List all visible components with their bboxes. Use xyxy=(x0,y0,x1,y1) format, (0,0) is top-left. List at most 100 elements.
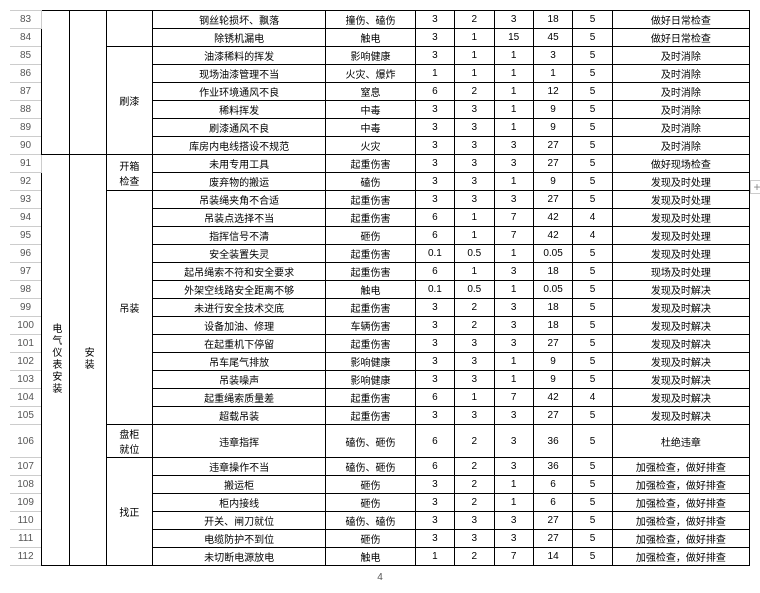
row-number: 86 xyxy=(10,65,42,83)
row-number: 84 xyxy=(10,29,42,47)
action-cell: 加强检查，做好排查 xyxy=(612,476,749,494)
value-cell: 6 xyxy=(415,458,454,476)
value-cell: 1 xyxy=(494,119,533,137)
desc-cell: 外架空线路安全距离不够 xyxy=(153,281,326,299)
desc-cell: 现场油漆管理不当 xyxy=(153,65,326,83)
action-cell: 做好日常检查 xyxy=(612,11,749,29)
value-cell: 9 xyxy=(533,371,572,389)
value-cell: 5 xyxy=(573,245,612,263)
value-cell: 3 xyxy=(415,101,454,119)
action-cell: 发现及时解决 xyxy=(612,389,749,407)
desc-cell: 作业环境通风不良 xyxy=(153,83,326,101)
value-cell: 6 xyxy=(415,227,454,245)
effect-cell: 起重伤害 xyxy=(326,191,416,209)
desc-cell: 起重绳索质量差 xyxy=(153,389,326,407)
desc-cell: 安全装置失灵 xyxy=(153,245,326,263)
action-cell: 及时消除 xyxy=(612,65,749,83)
effect-cell: 触电 xyxy=(326,29,416,47)
desc-cell: 钢丝轮损坏、飘落 xyxy=(153,11,326,29)
value-cell: 36 xyxy=(533,425,572,458)
action-cell: 发现及时解决 xyxy=(612,407,749,425)
value-cell: 18 xyxy=(533,263,572,281)
value-cell: 18 xyxy=(533,317,572,335)
row-number: 103 xyxy=(10,371,42,389)
row-number: 92 xyxy=(10,173,42,191)
desc-cell: 刷漆通风不良 xyxy=(153,119,326,137)
value-cell: 2 xyxy=(455,317,494,335)
effect-cell: 起重伤害 xyxy=(326,263,416,281)
value-cell: 5 xyxy=(573,458,612,476)
effect-cell: 起重伤害 xyxy=(326,389,416,407)
effect-cell: 车辆伤害 xyxy=(326,317,416,335)
value-cell: 3 xyxy=(415,11,454,29)
desc-cell: 柜内接线 xyxy=(153,494,326,512)
value-cell: 3 xyxy=(415,191,454,209)
action-cell: 发现及时解决 xyxy=(612,371,749,389)
value-cell: 1 xyxy=(494,83,533,101)
value-cell: 1 xyxy=(494,494,533,512)
row-number: 108 xyxy=(10,476,42,494)
value-cell: 5 xyxy=(573,353,612,371)
value-cell: 1 xyxy=(455,29,494,47)
plus-icon: + xyxy=(750,180,760,194)
value-cell: 42 xyxy=(533,227,572,245)
value-cell: 3 xyxy=(415,29,454,47)
value-cell: 2 xyxy=(455,11,494,29)
cat-main xyxy=(42,11,69,155)
value-cell: 2 xyxy=(455,548,494,566)
desc-cell: 未进行安全技术交底 xyxy=(153,299,326,317)
value-cell: 0.5 xyxy=(455,281,494,299)
action-cell: 加强检查，做好排查 xyxy=(612,548,749,566)
value-cell: 5 xyxy=(573,29,612,47)
desc-cell: 稀料挥发 xyxy=(153,101,326,119)
value-cell: 3 xyxy=(455,155,494,173)
value-cell: 6 xyxy=(415,83,454,101)
value-cell: 3 xyxy=(494,335,533,353)
value-cell: 5 xyxy=(573,371,612,389)
row-number: 100 xyxy=(10,317,42,335)
value-cell: 5 xyxy=(573,281,612,299)
value-cell: 6 xyxy=(415,209,454,227)
effect-cell: 磕伤 xyxy=(326,173,416,191)
value-cell: 1 xyxy=(455,65,494,83)
value-cell: 2 xyxy=(455,299,494,317)
cat-sub xyxy=(69,11,106,155)
value-cell: 42 xyxy=(533,389,572,407)
action-cell: 加强检查，做好排查 xyxy=(612,512,749,530)
value-cell: 1 xyxy=(494,371,533,389)
row-number: 89 xyxy=(10,119,42,137)
value-cell: 36 xyxy=(533,458,572,476)
action-cell: 发现及时解决 xyxy=(612,317,749,335)
value-cell: 3 xyxy=(494,425,533,458)
value-cell: 3 xyxy=(494,137,533,155)
value-cell: 5 xyxy=(573,155,612,173)
desc-cell: 吊装点选择不当 xyxy=(153,209,326,227)
value-cell: 5 xyxy=(573,47,612,65)
value-cell: 6 xyxy=(415,263,454,281)
value-cell: 18 xyxy=(533,299,572,317)
value-cell: 12 xyxy=(533,83,572,101)
value-cell: 1 xyxy=(494,101,533,119)
effect-cell: 影响健康 xyxy=(326,353,416,371)
value-cell: 3 xyxy=(455,407,494,425)
value-cell: 0.05 xyxy=(533,245,572,263)
value-cell: 1 xyxy=(455,47,494,65)
effect-cell: 起重伤害 xyxy=(326,407,416,425)
action-cell: 加强检查，做好排查 xyxy=(612,458,749,476)
cat-step xyxy=(106,11,153,47)
row-number: 109 xyxy=(10,494,42,512)
cat-main: 电气仪表安装 xyxy=(42,155,69,566)
value-cell: 27 xyxy=(533,155,572,173)
page-number: 4 xyxy=(10,572,750,583)
desc-cell: 开关、闸刀就位 xyxy=(153,512,326,530)
value-cell: 3 xyxy=(415,137,454,155)
value-cell: 1 xyxy=(455,263,494,281)
value-cell: 0.5 xyxy=(455,245,494,263)
row-number: 102 xyxy=(10,353,42,371)
value-cell: 3 xyxy=(455,173,494,191)
desc-cell: 吊装噪声 xyxy=(153,371,326,389)
row-number: 93 xyxy=(10,191,42,209)
value-cell: 3 xyxy=(455,512,494,530)
action-cell: 及时消除 xyxy=(612,83,749,101)
value-cell: 27 xyxy=(533,407,572,425)
